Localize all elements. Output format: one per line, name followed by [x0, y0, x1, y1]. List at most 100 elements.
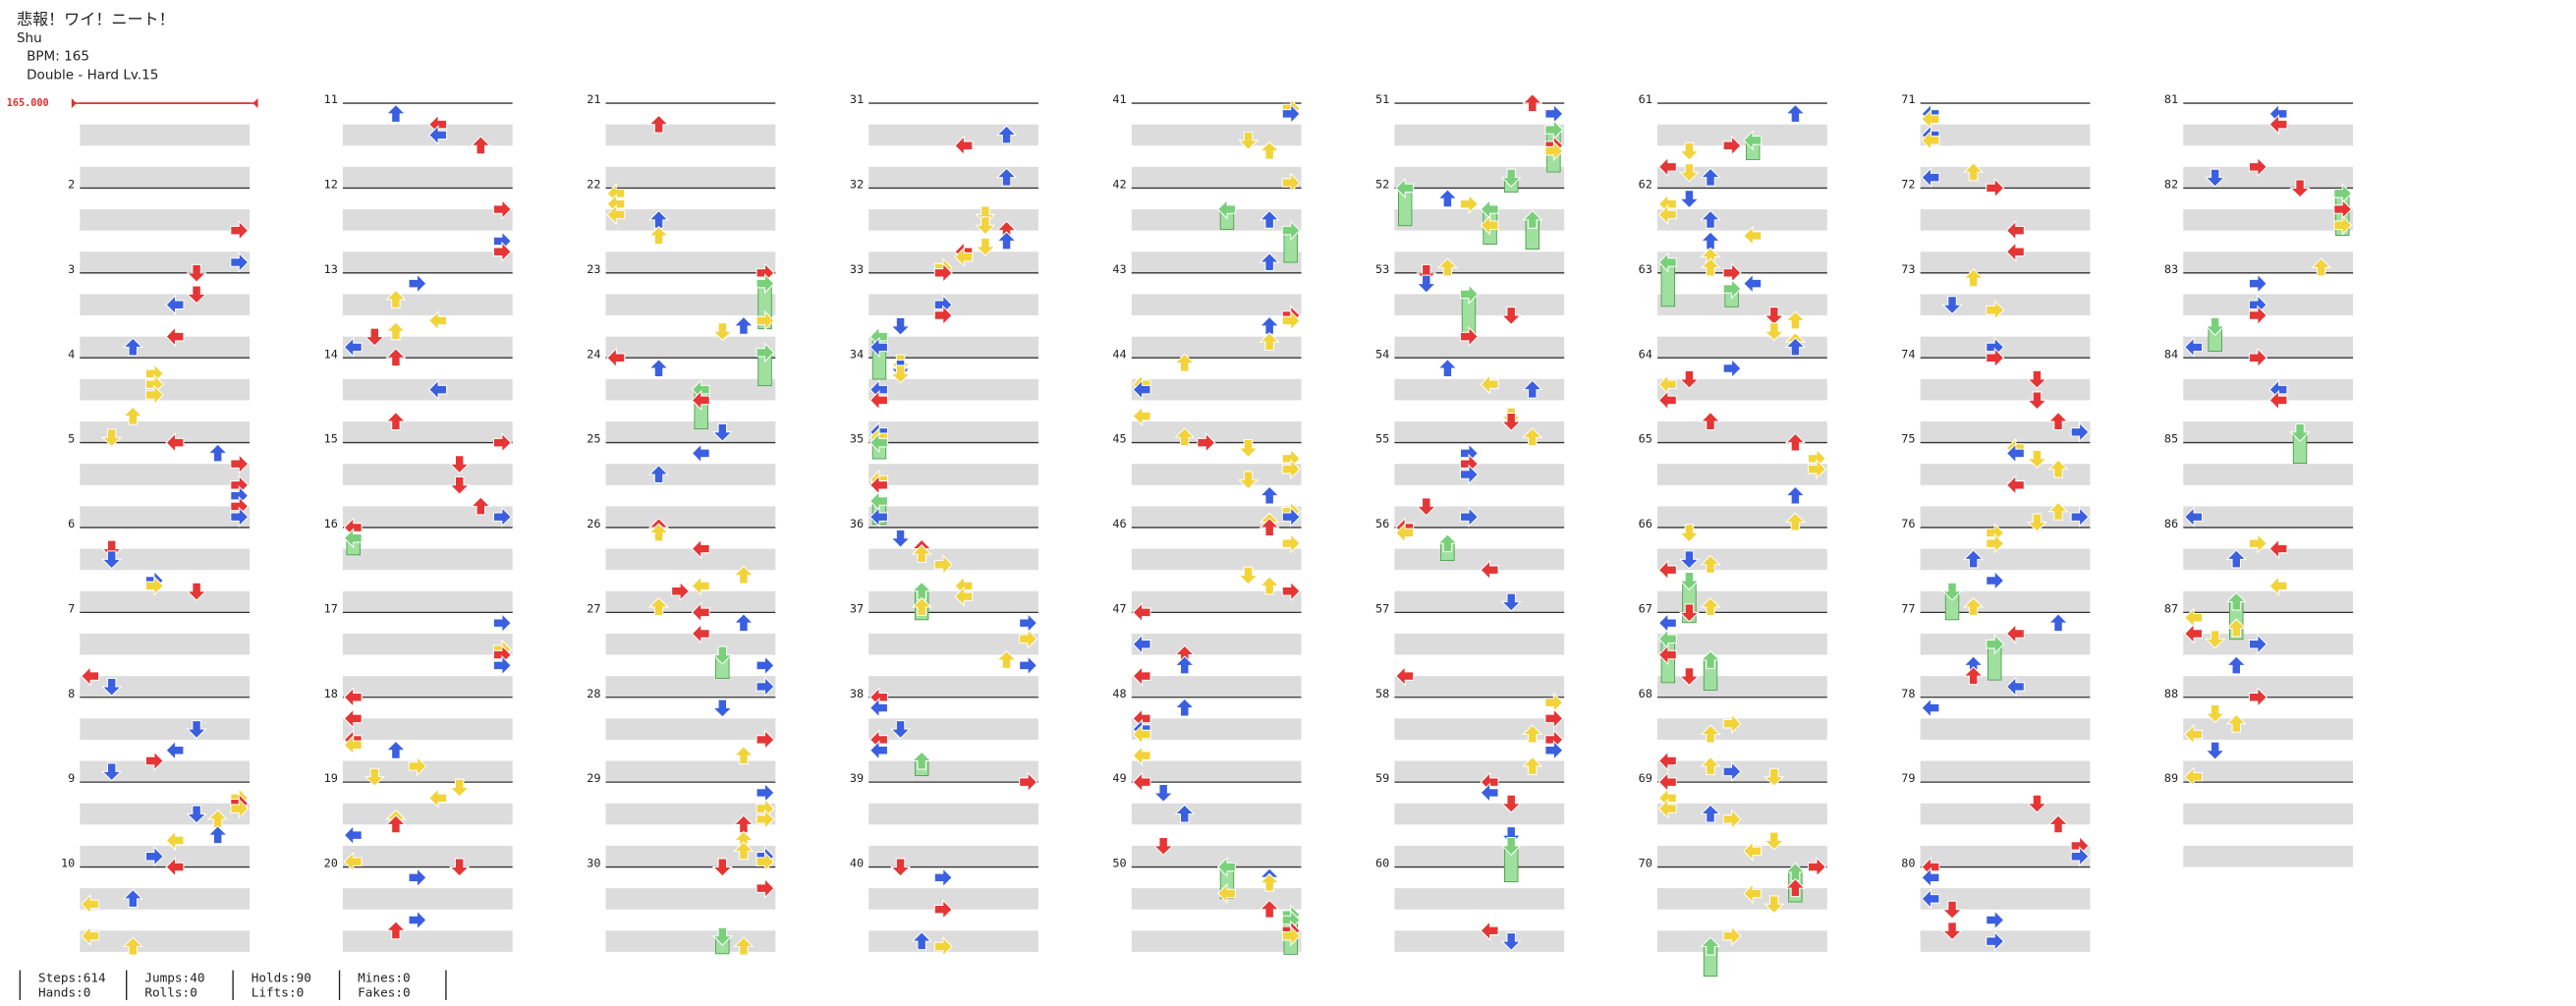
measure-number: 46	[1112, 517, 1126, 531]
beat-band	[868, 378, 1038, 401]
measure-number: 38	[850, 687, 864, 700]
arrow	[868, 432, 888, 454]
arrow	[2225, 618, 2247, 638]
arrow	[733, 315, 755, 335]
beat-band	[1131, 209, 1302, 231]
arrow	[449, 778, 471, 798]
arrow	[647, 523, 670, 542]
beat-band	[1131, 336, 1302, 359]
arrow	[1500, 168, 1522, 188]
arrow	[1281, 925, 1301, 947]
arrow	[1722, 925, 1742, 947]
beat-band	[342, 930, 513, 952]
beat-band	[80, 209, 251, 231]
arrow	[1678, 667, 1700, 687]
arrow	[711, 858, 733, 877]
arrow	[911, 596, 932, 616]
arrow	[933, 899, 953, 921]
beat-band	[1131, 760, 1302, 783]
arrow	[756, 342, 775, 363]
beat-band	[605, 506, 776, 528]
measure-number: 61	[1639, 92, 1652, 106]
arrow	[1700, 755, 1721, 775]
arrow	[1019, 771, 1038, 793]
arrow	[492, 612, 512, 634]
arrow	[343, 851, 363, 872]
measure-number: 21	[587, 92, 600, 106]
arrow	[1281, 309, 1301, 331]
measure-number: 59	[1375, 771, 1389, 785]
arrow	[492, 432, 512, 454]
arrow	[343, 336, 363, 358]
arrow	[81, 665, 100, 687]
arrow	[1174, 698, 1196, 717]
arrow	[1460, 506, 1480, 528]
measure-number: 53	[1375, 262, 1389, 276]
arrow	[1174, 427, 1196, 447]
arrow	[1019, 654, 1038, 676]
arrow	[1216, 198, 1236, 220]
beat-band	[1394, 166, 1565, 189]
arrow	[711, 322, 733, 342]
arrow	[1941, 296, 1963, 315]
arrow	[2047, 613, 2069, 633]
arrow	[1722, 760, 1742, 782]
arrow	[343, 687, 363, 708]
arrow	[1544, 707, 1564, 729]
arrow	[1764, 307, 1785, 326]
arrow	[2026, 513, 2047, 532]
beat-band	[80, 252, 251, 273]
beat-band	[605, 209, 776, 231]
measure-number: 75	[1901, 432, 1915, 446]
beat-band	[1920, 294, 2091, 316]
arrow	[1500, 836, 1522, 856]
arrow	[1544, 740, 1564, 761]
arrow	[1416, 263, 1437, 283]
arrow	[2047, 814, 2069, 834]
arrow	[1259, 331, 1280, 351]
arrow	[1986, 909, 2005, 931]
beat-band	[2183, 718, 2354, 740]
arrow	[975, 205, 996, 225]
beat-band	[1920, 506, 2091, 528]
arrow	[1921, 866, 1940, 888]
beat-band	[868, 209, 1038, 231]
measure-number: 47	[1112, 601, 1126, 615]
stat: Steps:614	[38, 971, 106, 985]
arrow	[144, 384, 164, 406]
beat-band	[1394, 252, 1565, 273]
arrow	[1395, 177, 1415, 198]
beat-band	[1131, 252, 1302, 273]
measure-number: 71	[1901, 92, 1915, 106]
arrow	[122, 406, 143, 425]
arrow	[1941, 582, 1963, 601]
arrow	[691, 442, 710, 464]
beat-band	[605, 760, 776, 783]
arrow	[1722, 713, 1742, 735]
arrow	[911, 543, 932, 563]
stat: Fakes:0	[358, 985, 410, 1000]
beat-band	[1920, 676, 2091, 698]
measure-number: 66	[1639, 517, 1652, 531]
arrow	[428, 309, 448, 331]
arrow	[933, 866, 953, 888]
beat-band	[868, 336, 1038, 359]
beat-band	[1394, 209, 1565, 231]
beat-band	[605, 633, 776, 655]
arrow	[733, 936, 755, 956]
measure-number: 28	[587, 687, 600, 700]
bpm-marker: 165.000	[7, 98, 49, 109]
arrow	[995, 167, 1018, 187]
arrow	[1657, 389, 1677, 411]
beat-band	[1394, 718, 1565, 740]
arrow	[954, 586, 974, 607]
arrow	[1657, 252, 1677, 273]
beat-band	[1131, 294, 1302, 316]
beat-band	[2183, 633, 2354, 655]
arrow	[890, 529, 912, 548]
arrow	[1281, 532, 1301, 554]
arrow	[1963, 162, 1985, 182]
arrow	[2005, 623, 2025, 644]
arrow	[933, 554, 953, 576]
